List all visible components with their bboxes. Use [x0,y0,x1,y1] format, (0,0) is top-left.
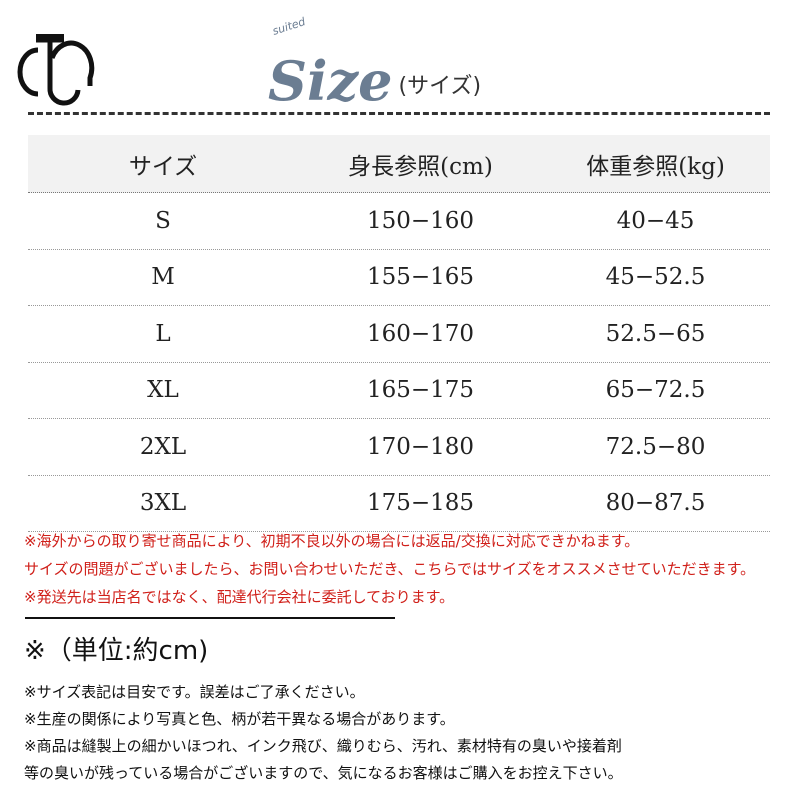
table-cell: 155−165 [366,264,475,291]
table-row: 2XL 170−180 72.5−80 [28,419,770,476]
warning-text: サイズの問題がございましたら、お問い合わせいただき、こちらではサイズをオススメさ… [24,560,756,578]
table-row: 3XL 175−185 80−87.5 [28,476,770,532]
table-cell: 175−185 [366,490,475,517]
table-header: サイズ 身長参照(cm) 体重参照(kg) [28,135,770,193]
table-cell: 2XL [139,433,187,460]
warning-text: ※発送先は当店名ではなく、配達代行会社に委託しております。 [24,588,455,606]
divider [25,617,395,619]
table-cell: S [155,207,171,234]
table-cell: 80−87.5 [605,490,706,517]
column-header: サイズ [128,153,198,180]
divider [28,112,770,115]
title-subtitle: (サイズ) [398,74,482,99]
column-header: 体重参照(kg) [586,153,725,180]
table-cell: XL [147,377,179,404]
note-text: ※生産の関係により写真と色、柄が若干異なる場合があります。 [24,710,455,728]
unit-note: ※（単位:約cm) [24,636,209,666]
table-cell: 170−180 [366,433,475,460]
table-row: S 150−160 40−45 [28,193,770,250]
table-cell: M [151,264,175,291]
table-cell: 45−52.5 [605,264,706,291]
brand-logo [17,34,95,106]
note-text: ※商品は縫製上の細かいほつれ、インク飛び、織りむら、汚れ、素材特有の臭いや接着剤 [24,737,622,755]
table-cell: 160−170 [366,320,475,347]
size-table: サイズ 身長参照(cm) 体重参照(kg) S 150−160 40−45 M 155−… [28,135,770,532]
column-header: 身長参照(cm) [348,153,493,180]
table-cell: 165−175 [366,377,475,404]
table-row: L 160−170 52.5−65 [28,306,770,363]
table-cell: 40−45 [616,207,695,234]
title-size: Size [268,49,393,113]
table-cell: 150−160 [366,207,475,234]
table-cell: 3XL [139,490,187,517]
table-row: M 155−165 45−52.5 [28,250,770,306]
warning-text: ※海外からの取り寄せ商品により、初期不良以外の場合には返品/交換に対応できかねま… [24,532,640,550]
table-row: XL 165−175 65−72.5 [28,363,770,419]
table-cell: L [155,320,171,347]
note-text: 等の臭いが残っている場合がございますので、気になるお客様はご購入をお控え下さい。 [24,764,623,782]
note-text: ※サイズ表記は目安です。誤差はご了承ください。 [24,683,365,701]
page-title: Size (サイズ) [268,28,481,108]
table-cell: 52.5−65 [605,320,706,347]
table-cell: 72.5−80 [605,433,706,460]
table-cell: 65−72.5 [605,377,706,404]
